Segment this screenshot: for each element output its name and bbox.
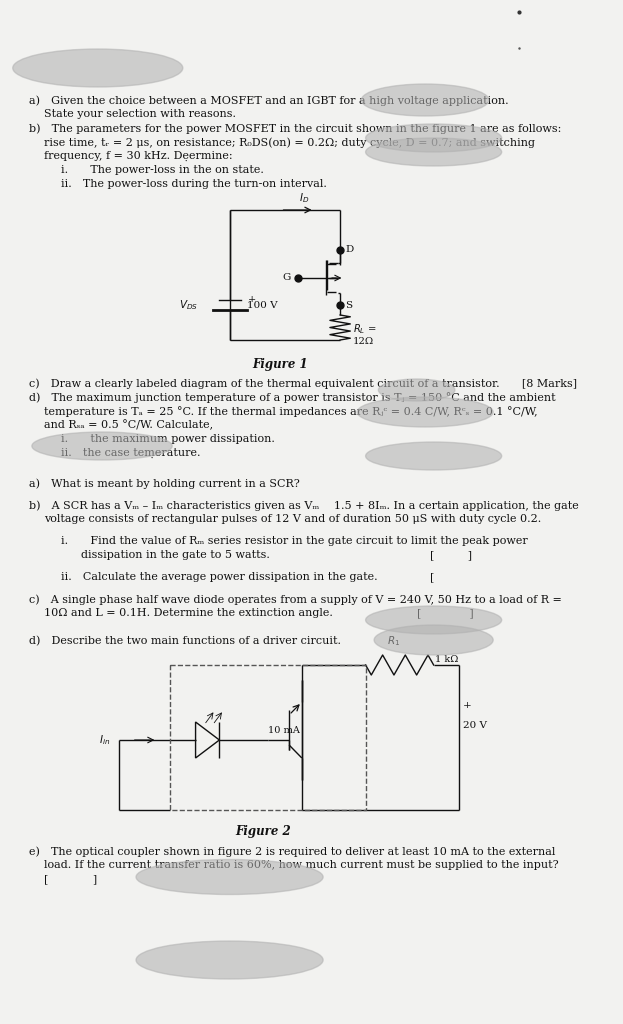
Ellipse shape (136, 859, 323, 895)
Text: i.  The power-loss in the on state.: i. The power-loss in the on state. (61, 165, 264, 175)
Text: Figure 1: Figure 1 (253, 358, 308, 371)
Text: d) The maximum junction temperature of a power transistor is Tⱼ = 150 °C and the: d) The maximum junction temperature of a… (29, 392, 556, 402)
Text: rise time, tᵣ = 2 μs, on resistance; R₀DS(on) = 0.2Ω; duty cycle, D = 0.7; and s: rise time, tᵣ = 2 μs, on resistance; R₀D… (44, 137, 535, 147)
Text: $R_1$: $R_1$ (387, 634, 400, 648)
Text: load. If the current transfer ratio is 60%, how much current must be supplied to: load. If the current transfer ratio is 6… (44, 860, 559, 870)
Text: S: S (345, 300, 353, 309)
Text: [   ]: [ ] (430, 550, 472, 560)
Text: 100 V: 100 V (247, 300, 277, 309)
Text: [: [ (430, 572, 445, 582)
Text: 10Ω and L = 0.1H. Determine the extinction angle.: 10Ω and L = 0.1H. Determine the extincti… (44, 608, 333, 618)
Ellipse shape (32, 432, 172, 460)
Text: dissipation in the gate to 5 watts.: dissipation in the gate to 5 watts. (81, 550, 270, 560)
Text: State your selection with reasons.: State your selection with reasons. (44, 109, 236, 119)
Text: c) A single phase half wave diode operates from a supply of V = 240 V, 50 Hz to : c) A single phase half wave diode operat… (29, 594, 562, 604)
Text: e) The optical coupler shown in figure 2 is required to deliver at least 10 mA t: e) The optical coupler shown in figure 2… (29, 846, 555, 856)
Text: ii. The power-loss during the turn-on interval.: ii. The power-loss during the turn-on in… (61, 179, 327, 189)
Ellipse shape (366, 138, 502, 166)
Text: b) The parameters for the power MOSFET in the circuit shown in the figure 1 are : b) The parameters for the power MOSFET i… (29, 123, 561, 133)
Ellipse shape (366, 606, 502, 634)
Text: i.  the maximum power dissipation.: i. the maximum power dissipation. (61, 434, 275, 444)
Ellipse shape (357, 397, 493, 427)
Text: $I_{in}$: $I_{in}$ (99, 733, 110, 746)
Text: +: + (462, 700, 472, 710)
Ellipse shape (378, 379, 455, 401)
Text: D: D (345, 246, 353, 255)
Text: [     ]: [ ] (417, 608, 473, 618)
Text: temperature is Tₐ = 25 °C. If the thermal impedances are Rⱼᶜ = 0.4 C/W, Rᶜₛ = 0.: temperature is Tₐ = 25 °C. If the therma… (44, 406, 538, 417)
Text: ii. Calculate the average power dissipation in the gate.: ii. Calculate the average power dissipat… (61, 572, 378, 582)
Text: 1 kΩ: 1 kΩ (435, 655, 459, 665)
Text: 10 mA: 10 mA (268, 726, 300, 735)
Ellipse shape (366, 124, 502, 152)
Ellipse shape (361, 84, 489, 116)
Text: d) Describe the two main functions of a driver circuit.: d) Describe the two main functions of a … (29, 636, 341, 646)
Text: a) What is meant by holding current in a SCR?: a) What is meant by holding current in a… (29, 478, 300, 488)
Ellipse shape (12, 49, 183, 87)
Ellipse shape (136, 941, 323, 979)
Text: +: + (247, 296, 255, 304)
Ellipse shape (366, 442, 502, 470)
Text: b) A SCR has a Vₘ – Iₘ characteristics given as Vₘ  1.5 + 8Iₘ. In a certain appl: b) A SCR has a Vₘ – Iₘ characteristics g… (29, 500, 579, 511)
Text: $I_D$: $I_D$ (299, 191, 310, 205)
Text: Figure 2: Figure 2 (235, 825, 292, 838)
Text: frequency, f = 30 kHz. Dẹermine:: frequency, f = 30 kHz. Dẹermine: (44, 151, 233, 161)
Text: 20 V: 20 V (462, 721, 487, 729)
Text: G: G (282, 273, 291, 283)
Text: $R_L$ =
12Ω: $R_L$ = 12Ω (353, 322, 376, 346)
Text: voltage consists of rectangular pulses of 12 V and of duration 50 μS with duty c: voltage consists of rectangular pulses o… (44, 514, 541, 524)
Text: $V_{DS}$: $V_{DS}$ (179, 298, 197, 312)
Text: i.  Find the value of Rₘ series resistor in the gate circuit to limit the peak p: i. Find the value of Rₘ series resistor … (61, 536, 528, 546)
Text: and Rₛₐ = 0.5 °C/W. Calculate,: and Rₛₐ = 0.5 °C/W. Calculate, (44, 420, 213, 431)
Text: c) Draw a clearly labeled diagram of the thermal equivalent circuit of a transis: c) Draw a clearly labeled diagram of the… (29, 378, 577, 388)
Text: a) Given the choice between a MOSFET and an IGBT for a high voltage application.: a) Given the choice between a MOSFET and… (29, 95, 508, 105)
Ellipse shape (374, 625, 493, 655)
Text: ii. the case teṃerature.: ii. the case teṃerature. (61, 449, 201, 458)
Text: [    ]: [ ] (44, 874, 97, 884)
